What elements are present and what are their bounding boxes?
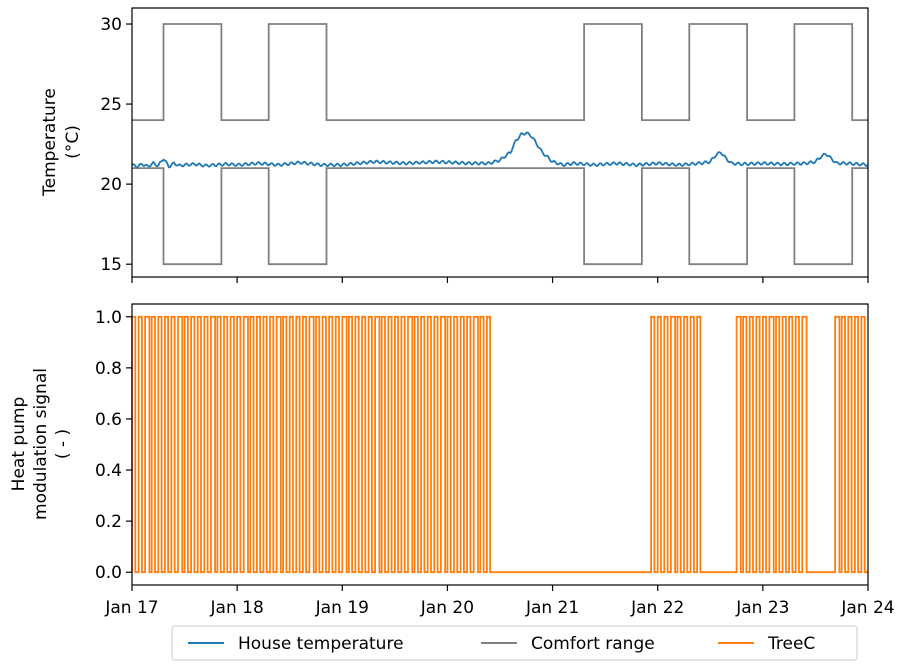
house-temperature-line	[131, 131, 869, 169]
modulation-y-tick-label: 1.0	[95, 308, 122, 328]
temperature-y-tick-label: 20	[100, 175, 122, 195]
legend-label-treec: TreeC	[767, 634, 815, 654]
x-tick-label: Jan 24	[840, 598, 894, 618]
temperature-y-tick-label: 15	[100, 255, 122, 275]
temperature-plot-area	[131, 23, 869, 266]
temperature-y-tick-label: 25	[100, 95, 122, 115]
modulation-axes-frame	[131, 303, 869, 586]
temperature-axes-frame	[131, 7, 869, 278]
modulation-plot-area	[131, 315, 868, 574]
modulation-y-tick-label: 0.2	[95, 512, 122, 532]
x-tick-label: Jan 19	[315, 598, 369, 618]
x-tick-label: Jan 23	[735, 598, 789, 618]
legend-label-house-temperature: House temperature	[238, 634, 404, 654]
temperature-y-label-line2: (°C)	[63, 125, 83, 159]
temperature-panel: 15 20 25 30 Temperature (°C)	[40, 7, 869, 283]
comfort-range-upper-line	[132, 23, 868, 121]
modulation-y-label-line3: ( - )	[53, 429, 73, 459]
modulation-y-tick-label: 0.8	[95, 359, 122, 379]
modulation-y-tick-label: 0.0	[95, 563, 122, 583]
x-tick-label: Jan 17	[104, 598, 158, 618]
x-tick-label: Jan 22	[630, 598, 684, 618]
temperature-y-tick-label: 30	[100, 15, 122, 35]
temperature-y-label-line1: Temperature	[40, 88, 60, 197]
treec-signal-line	[131, 315, 868, 574]
legend: House temperature Comfort range TreeC	[171, 625, 858, 661]
x-tick-label: Jan 18	[210, 598, 264, 618]
legend-label-comfort-range: Comfort range	[531, 634, 655, 654]
modulation-y-label-line2: modulation signal	[31, 368, 51, 520]
temperature-x-ticks	[131, 277, 869, 283]
x-tick-label: Jan 20	[420, 598, 474, 618]
temperature-y-ticks: 15 20 25 30	[100, 15, 132, 275]
modulation-y-label-line1: Heat pump	[9, 397, 29, 492]
x-tick-label: Jan 21	[525, 598, 579, 618]
comfort-range-lower-line	[132, 167, 868, 266]
modulation-x-ticks: Jan 17 Jan 18 Jan 19 Jan 20 Jan 21 Jan 22 Jan …	[104, 585, 895, 618]
modulation-y-tick-label: 0.6	[95, 410, 122, 430]
modulation-y-tick-label: 0.4	[95, 461, 122, 481]
modulation-y-ticks: 0.0 0.2 0.4 0.6 0.8 1.0	[95, 308, 132, 583]
modulation-panel: 0.00.20.40.60.81.0 Jan 17 Jan 18 Jan 19 Jan…	[9, 303, 895, 618]
